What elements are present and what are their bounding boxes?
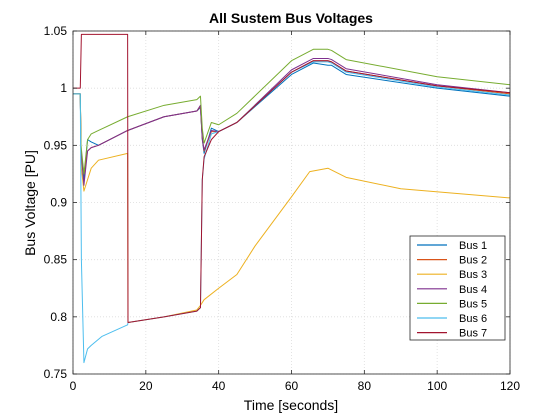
x-tick-label: 20 xyxy=(139,379,153,393)
legend-label: Bus 5 xyxy=(459,298,487,310)
y-tick-label: 0.95 xyxy=(44,138,68,152)
x-tick-label: 80 xyxy=(358,379,372,393)
legend-label: Bus 6 xyxy=(459,313,487,325)
series-line-5 xyxy=(73,48,511,175)
x-tick-label: 100 xyxy=(427,379,447,393)
legend-label: Bus 2 xyxy=(459,255,487,267)
y-tick-label: 0.75 xyxy=(44,367,68,381)
x-tick-label: 60 xyxy=(285,379,299,393)
x-tick-label: 0 xyxy=(70,379,77,393)
legend: Bus 1 Bus 2 Bus 3 Bus 4 Bus 5 Bus 6 Bus 7 xyxy=(409,235,506,341)
x-tick-label: 40 xyxy=(212,379,226,393)
series-line-4 xyxy=(73,57,511,186)
series-line-3 xyxy=(73,93,511,324)
x-ticks: 0 20 40 60 80 100 120 xyxy=(70,31,520,393)
y-tick-label: 0.8 xyxy=(50,310,67,324)
legend-label: Bus 4 xyxy=(459,284,487,296)
y-tick-label: 0.9 xyxy=(50,196,67,210)
chart-title: All Sustem Bus Voltages xyxy=(209,10,373,26)
y-tick-label: 1.05 xyxy=(44,24,68,38)
legend-box xyxy=(409,235,506,341)
legend-label: Bus 3 xyxy=(459,269,487,281)
legend-label: Bus 7 xyxy=(459,328,487,340)
series-line-7 xyxy=(73,33,511,324)
series-lines xyxy=(73,33,511,364)
y-axis-label: Bus Voltage [PU] xyxy=(22,150,38,256)
y-tick-label: 0.85 xyxy=(44,253,68,267)
legend-label: Bus 1 xyxy=(459,240,487,252)
y-ticks: 0.75 0.8 0.85 0.9 0.95 1 1.05 xyxy=(44,24,510,381)
x-tick-label: 120 xyxy=(500,379,520,393)
y-tick-label: 1 xyxy=(60,81,67,95)
x-axis-label: Time [seconds] xyxy=(244,397,338,413)
